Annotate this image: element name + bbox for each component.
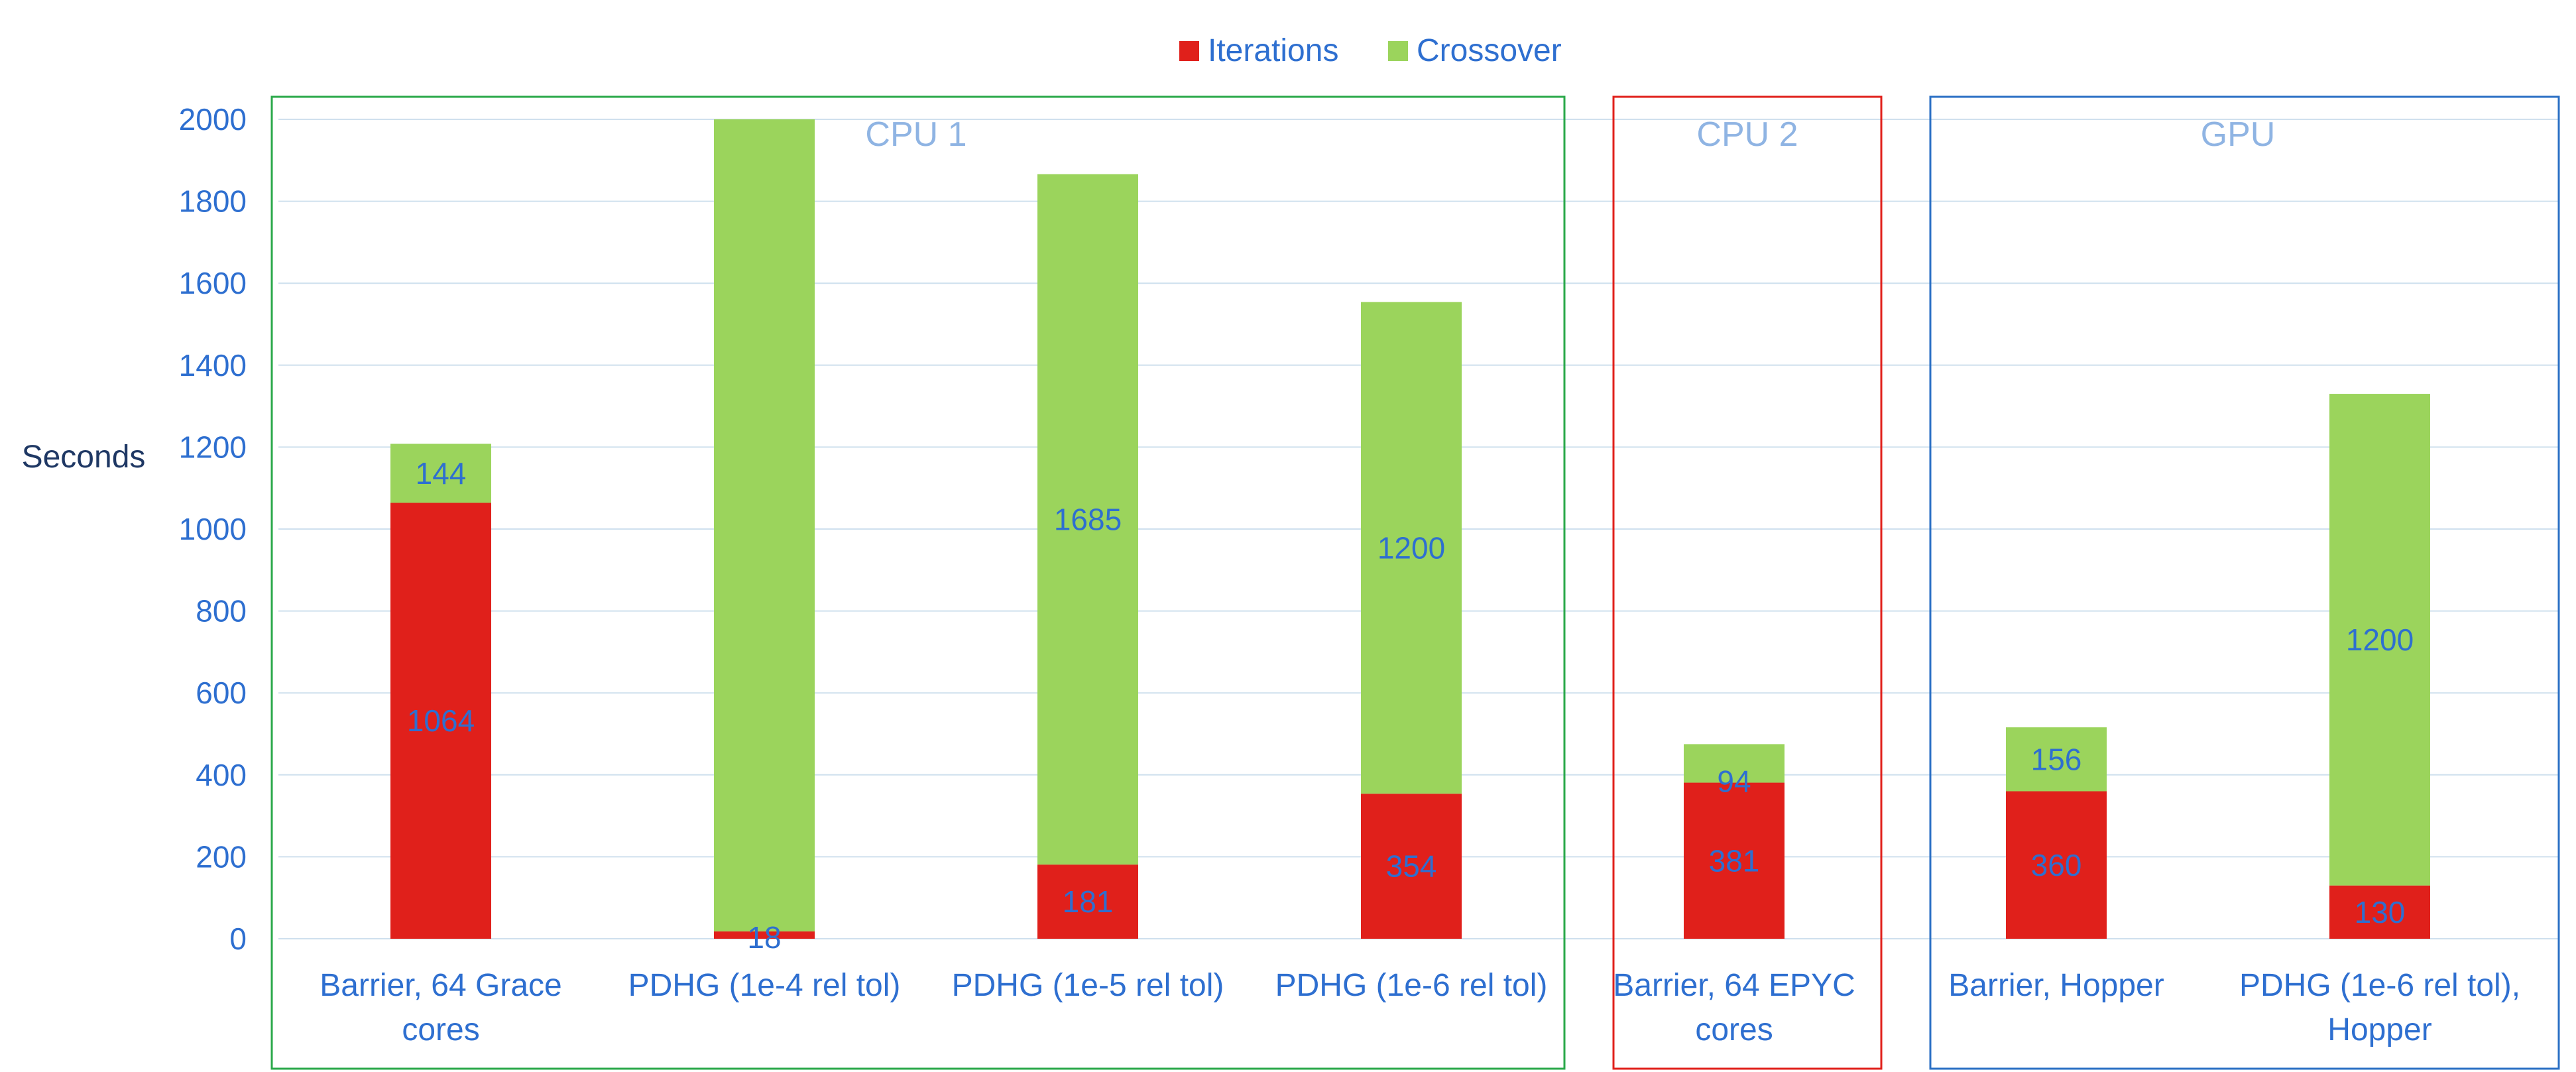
data-label: 18	[747, 920, 781, 955]
data-label: 1064	[407, 703, 475, 738]
x-axis: Barrier, 64 Grace cores PDHG (1e-4 rel tol…	[320, 968, 2520, 1047]
data-label: 156	[2031, 742, 2082, 776]
group-box	[1929, 95, 2560, 1070]
data-label: 1200	[2346, 623, 2414, 657]
group-box	[1612, 95, 1883, 1070]
data-label: 354	[1386, 849, 1437, 884]
bar-segment-crossover	[1037, 174, 1138, 865]
bar-segment-iterations	[2006, 791, 2107, 939]
bar-segment-iterations	[1684, 782, 1785, 939]
y-tick-label: 1400	[179, 348, 247, 383]
data-label: 94	[1717, 764, 1751, 799]
y-tick-label: 2000	[179, 102, 247, 137]
category-label: PDHG (1e-5 rel tol)	[952, 968, 1224, 1003]
bar-segment-crossover	[1361, 302, 1462, 794]
bar-segment-iterations	[2329, 885, 2430, 939]
category-label: PDHG (1e-6 rel tol),	[2239, 968, 2520, 1003]
y-tick-label: 200	[196, 839, 247, 874]
category-label: PDHG (1e-6 rel tol)	[1275, 968, 1548, 1003]
legend: Iterations Crossover	[1179, 33, 1562, 68]
data-labels: 1064 144 18 181 1685 354 1200 381 94 360 156 130 120…	[407, 456, 2414, 955]
y-axis-label: Seconds	[22, 440, 146, 475]
data-label: 381	[1709, 843, 1760, 878]
bar-segment-crossover	[2006, 727, 2107, 792]
category-label: PDHG (1e-4 rel tol)	[628, 968, 901, 1003]
y-tick-label: 1600	[179, 266, 247, 300]
y-tick-label: 1000	[179, 512, 247, 546]
bar-segment-crossover	[390, 444, 491, 503]
data-label: 1200	[1377, 530, 1445, 565]
category-label: Barrier, Hopper	[1948, 968, 2164, 1003]
category-label: Hopper	[2327, 1012, 2431, 1047]
legend-label: Iterations	[1208, 33, 1338, 68]
y-axis: 0 200 400 600 800 1000 1200 1400 1600 1800 2000 Sec…	[22, 102, 247, 956]
data-label: 1685	[1054, 502, 1122, 536]
data-label: 144	[416, 456, 467, 491]
data-label: 130	[2355, 895, 2406, 929]
category-label: Barrier, 64 Grace	[320, 968, 561, 1003]
y-tick-label: 400	[196, 758, 247, 792]
y-tick-label: 0	[229, 922, 247, 956]
bar-segment-iterations	[1361, 794, 1462, 939]
data-label: 181	[1063, 884, 1114, 919]
y-tick-label: 600	[196, 676, 247, 710]
category-label: Barrier, 64 EPYC	[1613, 968, 1855, 1003]
data-label: 360	[2031, 848, 2082, 882]
group-title: GPU	[2201, 115, 2276, 154]
y-tick-label: 1800	[179, 184, 247, 219]
category-label: cores	[1695, 1012, 1773, 1047]
legend-swatch-iterations	[1179, 41, 1199, 61]
y-tick-label: 1200	[179, 430, 247, 464]
bar-segment-iterations	[714, 931, 815, 939]
bar-segment-iterations	[390, 503, 491, 939]
category-label: cores	[402, 1012, 479, 1047]
legend-swatch-crossover	[1388, 41, 1408, 61]
bar-segment-crossover	[714, 119, 815, 931]
legend-label: Crossover	[1417, 33, 1562, 68]
group-title: CPU 2	[1696, 115, 1798, 154]
y-tick-label: 800	[196, 594, 247, 628]
group-title: CPU 1	[865, 115, 966, 154]
bar-segment-iterations	[1037, 864, 1138, 939]
bars	[390, 119, 2430, 939]
bar-segment-crossover	[1684, 744, 1785, 783]
group-box	[270, 95, 1566, 1070]
group-boxes: CPU 1 CPU 2 GPU	[270, 95, 2560, 1070]
bar-segment-crossover	[2329, 394, 2430, 886]
